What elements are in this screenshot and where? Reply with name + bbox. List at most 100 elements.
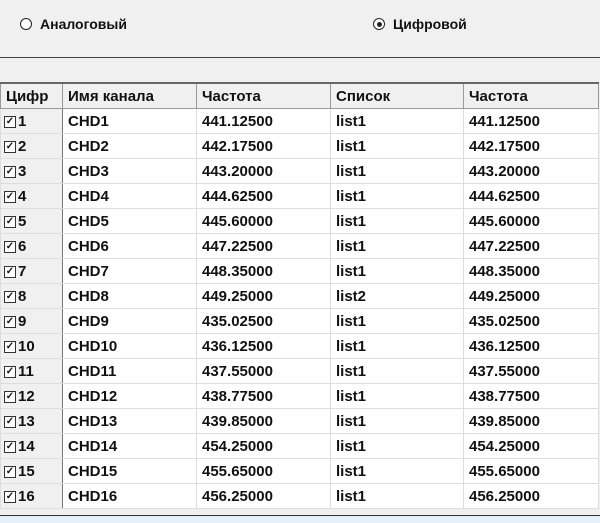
row-number-cell[interactable]: ✓ 10 <box>0 333 63 359</box>
frequency-2-cell[interactable]: 454.25000 <box>463 433 599 459</box>
row-number-cell[interactable]: ✓ 4 <box>0 183 63 209</box>
list-cell[interactable]: list1 <box>330 233 464 259</box>
column-header-frequency-2[interactable]: Частота <box>463 82 599 109</box>
frequency-cell[interactable]: 437.55000 <box>196 358 331 384</box>
list-cell[interactable]: list1 <box>330 208 464 234</box>
table-row[interactable]: ✓ 8 CHD8 449.25000 list2 449.25000 <box>0 283 599 309</box>
row-number-cell[interactable]: ✓ 16 <box>0 483 63 509</box>
channel-name-cell[interactable]: CHD1 <box>62 108 197 134</box>
row-number-cell[interactable]: ✓ 5 <box>0 208 63 234</box>
channel-name-cell[interactable]: CHD11 <box>62 358 197 384</box>
table-row[interactable]: ✓ 11 CHD11 437.55000 list1 437.55000 <box>0 358 599 384</box>
frequency-cell[interactable]: 436.12500 <box>196 333 331 359</box>
frequency-2-cell[interactable]: 441.12500 <box>463 108 599 134</box>
frequency-cell[interactable]: 438.77500 <box>196 383 331 409</box>
frequency-cell[interactable]: 435.02500 <box>196 308 331 334</box>
channel-name-cell[interactable]: CHD14 <box>62 433 197 459</box>
row-number-cell[interactable]: ✓ 14 <box>0 433 63 459</box>
list-cell[interactable]: list1 <box>330 383 464 409</box>
frequency-2-cell[interactable]: 444.62500 <box>463 183 599 209</box>
table-row[interactable]: ✓ 14 CHD14 454.25000 list1 454.25000 <box>0 433 599 459</box>
frequency-2-cell[interactable]: 445.60000 <box>463 208 599 234</box>
frequency-cell[interactable]: 439.85000 <box>196 408 331 434</box>
table-row[interactable]: ✓ 7 CHD7 448.35000 list1 448.35000 <box>0 258 599 284</box>
column-header-digital[interactable]: Цифр <box>0 82 63 109</box>
frequency-cell[interactable]: 449.25000 <box>196 283 331 309</box>
checkbox[interactable]: ✓ <box>4 140 16 153</box>
frequency-2-cell[interactable]: 449.25000 <box>463 283 599 309</box>
checkbox[interactable]: ✓ <box>4 340 16 353</box>
frequency-2-cell[interactable]: 435.02500 <box>463 308 599 334</box>
channel-name-cell[interactable]: CHD13 <box>62 408 197 434</box>
radio-digital[interactable]: Цифровой <box>373 16 467 32</box>
row-number-cell[interactable]: ✓ 2 <box>0 133 63 159</box>
frequency-cell[interactable]: 444.62500 <box>196 183 331 209</box>
checkbox[interactable]: ✓ <box>4 390 16 403</box>
row-number-cell[interactable]: ✓ 8 <box>0 283 63 309</box>
channel-name-cell[interactable]: CHD10 <box>62 333 197 359</box>
table-row[interactable]: ✓ 15 CHD15 455.65000 list1 455.65000 <box>0 458 599 484</box>
table-row[interactable]: ✓ 2 CHD2 442.17500 list1 442.17500 <box>0 133 599 159</box>
checkbox[interactable]: ✓ <box>4 215 16 228</box>
list-cell[interactable]: list1 <box>330 408 464 434</box>
table-row[interactable]: ✓ 9 CHD9 435.02500 list1 435.02500 <box>0 308 599 334</box>
checkbox[interactable]: ✓ <box>4 240 16 253</box>
frequency-cell[interactable]: 454.25000 <box>196 433 331 459</box>
checkbox[interactable]: ✓ <box>4 115 16 128</box>
checkbox[interactable]: ✓ <box>4 440 16 453</box>
list-cell[interactable]: list1 <box>330 458 464 484</box>
frequency-2-cell[interactable]: 438.77500 <box>463 383 599 409</box>
table-row[interactable]: ✓ 13 CHD13 439.85000 list1 439.85000 <box>0 408 599 434</box>
table-row[interactable]: ✓ 1 CHD1 441.12500 list1 441.12500 <box>0 108 599 134</box>
channel-name-cell[interactable]: CHD12 <box>62 383 197 409</box>
frequency-2-cell[interactable]: 448.35000 <box>463 258 599 284</box>
frequency-cell[interactable]: 447.22500 <box>196 233 331 259</box>
list-cell[interactable]: list2 <box>330 283 464 309</box>
frequency-2-cell[interactable]: 442.17500 <box>463 133 599 159</box>
frequency-cell[interactable]: 443.20000 <box>196 158 331 184</box>
row-number-cell[interactable]: ✓ 11 <box>0 358 63 384</box>
frequency-2-cell[interactable]: 456.25000 <box>463 483 599 509</box>
frequency-cell[interactable]: 456.25000 <box>196 483 331 509</box>
row-number-cell[interactable]: ✓ 6 <box>0 233 63 259</box>
checkbox[interactable]: ✓ <box>4 265 16 278</box>
channel-name-cell[interactable]: CHD2 <box>62 133 197 159</box>
row-number-cell[interactable]: ✓ 9 <box>0 308 63 334</box>
checkbox[interactable]: ✓ <box>4 190 16 203</box>
frequency-2-cell[interactable]: 443.20000 <box>463 158 599 184</box>
column-header-channel-name[interactable]: Имя канала <box>62 82 197 109</box>
column-header-frequency[interactable]: Частота <box>196 82 331 109</box>
table-row[interactable]: ✓ 3 CHD3 443.20000 list1 443.20000 <box>0 158 599 184</box>
frequency-cell[interactable]: 455.65000 <box>196 458 331 484</box>
column-header-list[interactable]: Список <box>330 82 464 109</box>
table-row[interactable]: ✓ 12 CHD12 438.77500 list1 438.77500 <box>0 383 599 409</box>
channel-name-cell[interactable]: CHD16 <box>62 483 197 509</box>
frequency-cell[interactable]: 442.17500 <box>196 133 331 159</box>
table-row[interactable]: ✓ 16 CHD16 456.25000 list1 456.25000 <box>0 483 599 509</box>
channel-name-cell[interactable]: CHD3 <box>62 158 197 184</box>
table-row[interactable]: ✓ 10 CHD10 436.12500 list1 436.12500 <box>0 333 599 359</box>
row-number-cell[interactable]: ✓ 3 <box>0 158 63 184</box>
channel-name-cell[interactable]: CHD9 <box>62 308 197 334</box>
list-cell[interactable]: list1 <box>330 483 464 509</box>
channel-name-cell[interactable]: CHD7 <box>62 258 197 284</box>
checkbox[interactable]: ✓ <box>4 365 16 378</box>
radio-analog[interactable]: Аналоговый <box>20 16 127 32</box>
frequency-2-cell[interactable]: 437.55000 <box>463 358 599 384</box>
checkbox[interactable]: ✓ <box>4 290 16 303</box>
row-number-cell[interactable]: ✓ 7 <box>0 258 63 284</box>
list-cell[interactable]: list1 <box>330 108 464 134</box>
table-row[interactable]: ✓ 6 CHD6 447.22500 list1 447.22500 <box>0 233 599 259</box>
frequency-2-cell[interactable]: 439.85000 <box>463 408 599 434</box>
frequency-cell[interactable]: 448.35000 <box>196 258 331 284</box>
list-cell[interactable]: list1 <box>330 258 464 284</box>
frequency-2-cell[interactable]: 455.65000 <box>463 458 599 484</box>
list-cell[interactable]: list1 <box>330 333 464 359</box>
row-number-cell[interactable]: ✓ 13 <box>0 408 63 434</box>
checkbox[interactable]: ✓ <box>4 415 16 428</box>
checkbox[interactable]: ✓ <box>4 165 16 178</box>
list-cell[interactable]: list1 <box>330 133 464 159</box>
list-cell[interactable]: list1 <box>330 433 464 459</box>
list-cell[interactable]: list1 <box>330 308 464 334</box>
frequency-2-cell[interactable]: 447.22500 <box>463 233 599 259</box>
